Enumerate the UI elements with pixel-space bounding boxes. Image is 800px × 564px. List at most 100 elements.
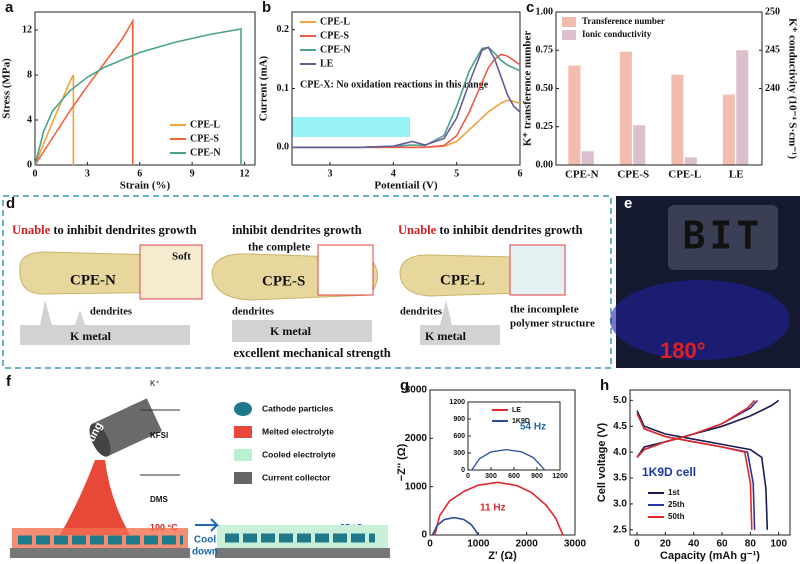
annotation: 54 Hz — [520, 422, 546, 433]
y-tick-label: 0 — [461, 467, 465, 474]
y-tick-label: 2000 — [405, 433, 428, 444]
x-tick-label: 20 — [660, 539, 672, 550]
metal-label: K metal — [425, 329, 467, 343]
collector — [215, 548, 390, 558]
x-tick-label: 2000 — [516, 539, 539, 550]
note: the incomplete — [510, 304, 579, 316]
y-tick-label: 0.00 — [536, 159, 554, 170]
note: polymer structure — [510, 318, 595, 330]
panel-label: g — [400, 377, 409, 394]
y-tick-label: 12 — [22, 24, 32, 35]
x-tick-label: 0 — [466, 473, 470, 480]
legend-label: LE — [512, 407, 521, 414]
x-tick-label: CPE-S — [617, 169, 649, 181]
heading: Unable to inhibit dendrites growth — [398, 223, 583, 237]
x-tick-label: 900 — [531, 473, 543, 480]
electrolyte-label: CPE-N — [70, 272, 116, 288]
x-tick-label: CPE-L — [668, 169, 701, 181]
temperature: 100 °C — [150, 522, 178, 532]
series-line — [434, 481, 564, 536]
annotation: CPE-X: No oxidation reactions in this ra… — [300, 79, 489, 90]
series-line — [34, 27, 242, 166]
inset-line — [471, 448, 546, 471]
led-sign: BIT — [683, 214, 764, 258]
panel-label: d — [6, 195, 15, 212]
panel-label: h — [600, 377, 609, 394]
y-tick-label: 0.1 — [277, 83, 290, 94]
y-axis-label: K⁺ transference number — [522, 31, 534, 147]
legend-swatch — [234, 449, 252, 461]
legend-swatch — [234, 426, 252, 438]
unable: Unable — [12, 223, 51, 237]
y2-tick-label: 245 — [765, 45, 780, 56]
dendrites-label: dendrites — [90, 306, 132, 317]
inset-bg — [468, 402, 560, 470]
legend-label: 50th — [668, 512, 685, 521]
y-tick-label: 1000 — [405, 481, 428, 492]
arrow-label: Cool — [194, 535, 216, 546]
metal-label: K metal — [70, 329, 112, 343]
crucible — [89, 398, 162, 457]
heading: Unable to inhibit dendrites growth — [12, 223, 197, 237]
y-tick-label: 1200 — [449, 399, 465, 406]
x-tick-label: 3 — [328, 168, 333, 179]
series-line — [292, 46, 521, 149]
x-tick-label: 12 — [240, 168, 250, 179]
y-tick-label: 3.0 — [613, 499, 627, 510]
series-line — [636, 399, 756, 530]
y-tick-label: 8 — [27, 69, 32, 80]
y-tick-label: 1.00 — [536, 6, 554, 17]
x-tick-label: 600 — [508, 473, 520, 480]
k-metal — [232, 320, 372, 342]
legend-label: CPE-S — [190, 133, 219, 144]
panel-label: c — [526, 0, 534, 16]
device — [668, 205, 778, 270]
arrow — [195, 518, 220, 532]
y-tick-label: 0.0 — [277, 142, 290, 153]
x-tick-label: 1000 — [467, 539, 490, 550]
x-tick-label: LE — [729, 169, 744, 181]
x-tick-label: 1200 — [552, 473, 568, 480]
angle-label: 180° — [660, 338, 706, 363]
zoom-box — [139, 244, 203, 300]
bar — [619, 51, 632, 165]
panel-label: a — [5, 0, 14, 16]
panel-label: b — [262, 0, 271, 16]
chem-label: DMS — [150, 495, 168, 504]
crucible-mouth — [89, 423, 111, 457]
bar — [633, 125, 646, 165]
y-tick-label: 2.5 — [613, 524, 627, 535]
x-tick-label: 9 — [190, 168, 195, 179]
x-tick-label: 4 — [391, 168, 396, 179]
legend-swatch — [562, 30, 576, 40]
y-axis-label: −Z'' (Ω) — [396, 443, 408, 481]
legend-label: CPE-L — [320, 16, 350, 27]
y-axis-label: Cell voltage (V) — [596, 422, 608, 502]
legend-swatch — [234, 402, 252, 416]
y-tick-label: 5.0 — [613, 395, 627, 406]
x-tick-label: 80 — [745, 539, 757, 550]
y-tick-label: 4 — [27, 114, 32, 125]
legend-text: Cooled electrolyte — [262, 449, 336, 459]
x-axis-label: Z' (Ω) — [488, 550, 517, 562]
legend-label: 1st — [668, 488, 680, 497]
plot-frame — [34, 11, 256, 166]
panel-f: f Melt-casting K⁺ KFSI DMS 100 °C 25 °C … — [6, 373, 390, 558]
soft-label: Soft — [172, 251, 191, 263]
chart: CPE-X: No oxidation reactions in this ra… — [258, 0, 523, 192]
heading-text: to inhibit dendrites growth — [50, 223, 196, 237]
bar — [568, 65, 581, 165]
zoom-box — [317, 244, 374, 296]
x-tick-label: 3 — [85, 168, 90, 179]
x-axis-label: Capacity (mAh g⁻¹) — [660, 550, 760, 562]
x-tick-label: 60 — [716, 539, 728, 550]
legend-text: Cathode particles — [262, 403, 334, 413]
plot-frame — [429, 389, 576, 536]
chart: 0 20 40 60 80 100 2.5 3.0 3.5 4.0 4.5 5.0 h Capacity … — [596, 377, 791, 562]
x-tick-label: 5 — [454, 168, 459, 179]
note: the complete — [248, 242, 310, 254]
legend-swatch — [562, 17, 576, 27]
legend-label: CPE-S — [320, 30, 349, 41]
y-tick-label: 0.25 — [536, 121, 554, 132]
